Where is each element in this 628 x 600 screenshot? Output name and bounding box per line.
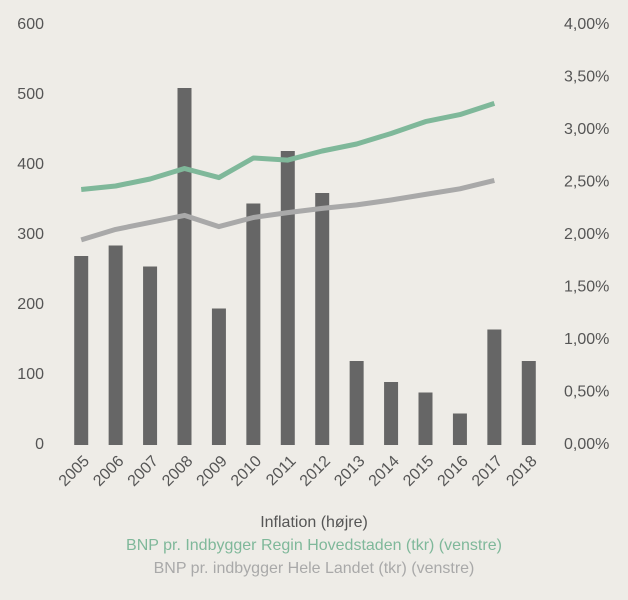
x-tick-label: 2011: [263, 453, 299, 489]
bar: [211, 308, 226, 445]
y2-tick-label: 4,00%: [564, 16, 609, 33]
x-tick-label: 2008: [159, 453, 196, 490]
line: [80, 177, 495, 243]
y2-tick-label: 1,50%: [564, 279, 609, 296]
bar: [521, 361, 536, 445]
y-tick-label: 500: [17, 86, 44, 103]
y2-tick-label: 2,00%: [564, 226, 609, 243]
x-tick-label: 2005: [56, 453, 93, 490]
bar: [177, 88, 192, 445]
bar: [315, 193, 330, 445]
y2-tick-label: 3,00%: [564, 121, 609, 138]
x-tick-label: 2013: [331, 453, 368, 490]
x-tick-label: 2015: [400, 453, 437, 490]
bar: [246, 203, 261, 445]
y2-tick-label: 0,50%: [564, 384, 609, 401]
x-tick-label: 2017: [469, 453, 506, 490]
y-tick-label: 100: [17, 366, 44, 383]
y-tick-label: 400: [17, 156, 44, 173]
bar: [74, 256, 89, 445]
y-tick-label: 300: [17, 226, 44, 243]
y2-tick-label: 2,50%: [564, 174, 609, 191]
x-tick-label: 2012: [297, 453, 334, 490]
x-tick-label: 2014: [366, 453, 403, 490]
legend-entry: BNP pr. Indbygger Regin Hovedstaden (tkr…: [126, 537, 502, 554]
x-tick-label: 2009: [194, 453, 231, 490]
bar: [452, 413, 467, 445]
bar: [108, 245, 123, 445]
bar: [418, 392, 433, 445]
legend-entry: Inflation (højre): [260, 514, 368, 531]
legend-entry: BNP pr. indbygger Hele Landet (tkr) (ven…: [154, 560, 475, 577]
bar: [384, 382, 399, 445]
x-tick-label: 2016: [435, 453, 472, 490]
line: [80, 101, 496, 192]
y-tick-label: 0: [35, 436, 44, 453]
bar: [143, 266, 158, 445]
y-tick-label: 600: [17, 16, 44, 33]
x-tick-label: 2006: [90, 453, 127, 490]
y2-tick-label: 1,00%: [564, 331, 609, 348]
x-tick-label: 2010: [228, 453, 265, 490]
x-tick-label: 2007: [125, 453, 162, 490]
bar: [280, 151, 295, 445]
y2-tick-label: 0,00%: [564, 436, 609, 453]
x-tick-label: 2018: [503, 453, 540, 490]
y2-tick-label: 3,50%: [564, 69, 609, 86]
bar: [487, 329, 502, 445]
bar: [349, 361, 364, 445]
y-tick-label: 200: [17, 296, 44, 313]
